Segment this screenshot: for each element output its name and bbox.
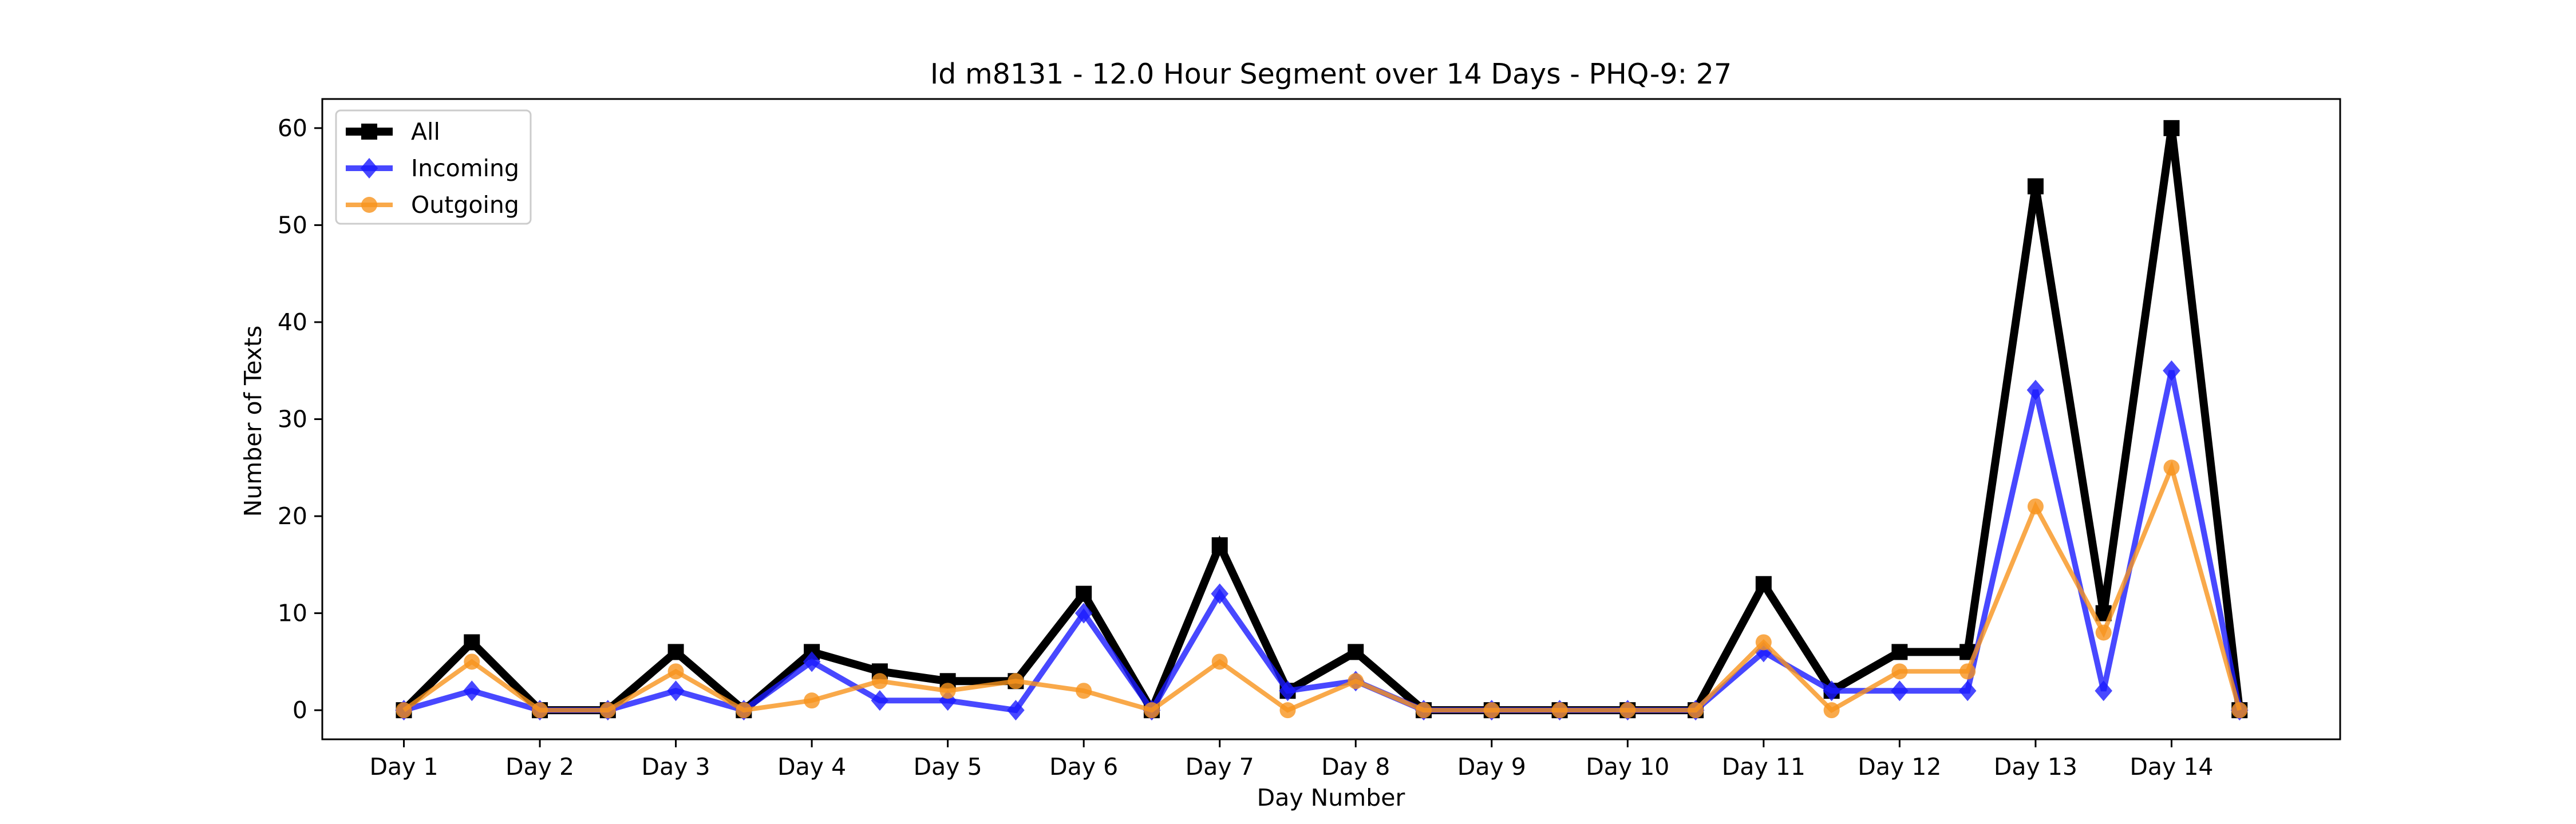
- x-tick-label: Day 13: [1994, 753, 2077, 781]
- data-point-outgoing: [2027, 498, 2044, 515]
- x-tick-label: Day 12: [1858, 753, 1941, 781]
- y-tick-label: 30: [278, 406, 307, 433]
- legend-marker-outgoing: [361, 197, 377, 213]
- data-point-all: [2027, 178, 2044, 195]
- data-point-outgoing: [599, 702, 616, 719]
- x-tick-label: Day 6: [1049, 753, 1118, 781]
- legend-marker-incoming: [360, 158, 378, 179]
- x-tick-label: Day 8: [1321, 753, 1390, 781]
- legend-label-incoming: Incoming: [411, 154, 519, 182]
- x-tick-label: Day 4: [777, 753, 846, 781]
- data-point-outgoing: [736, 702, 752, 719]
- data-point-outgoing: [871, 673, 888, 690]
- data-point-all: [1891, 644, 1908, 660]
- data-point-incoming: [1823, 680, 1840, 702]
- data-point-outgoing: [1823, 702, 1840, 719]
- x-axis-label: Day Number: [1257, 784, 1405, 811]
- series-line-outgoing: [402, 461, 2242, 714]
- data-point-incoming: [1211, 583, 1229, 604]
- data-point-outgoing: [1076, 683, 1092, 699]
- data-point-outgoing: [1008, 673, 1024, 690]
- data-point-outgoing: [2095, 624, 2112, 641]
- data-point-incoming: [1958, 680, 1977, 702]
- chart-title: Id m8131 - 12.0 Hour Segment over 14 Day…: [930, 58, 1732, 90]
- legend-label-outgoing: Outgoing: [411, 191, 519, 219]
- data-point-incoming: [871, 690, 889, 711]
- x-tick-label: Day 11: [1722, 753, 1805, 781]
- data-point-incoming: [1074, 603, 1093, 624]
- data-point-all: [667, 644, 684, 660]
- data-point-outgoing: [1348, 673, 1364, 690]
- data-point-incoming: [1891, 680, 1909, 702]
- data-point-incoming: [1007, 700, 1025, 721]
- data-point-all: [1076, 585, 1092, 602]
- data-point-incoming: [2026, 379, 2045, 401]
- data-point-incoming: [667, 680, 685, 702]
- series-line-incoming: [403, 370, 2243, 716]
- data-point-outgoing: [2231, 702, 2248, 719]
- data-point-outgoing: [1416, 702, 1432, 719]
- data-point-outgoing: [1279, 702, 1296, 719]
- data-point-incoming: [463, 680, 481, 702]
- data-point-outgoing: [1143, 702, 1160, 719]
- data-point-outgoing: [667, 663, 684, 680]
- y-tick-label: 60: [278, 114, 307, 142]
- series-line-all: [401, 127, 2244, 719]
- legend-frame: [335, 109, 532, 225]
- data-point-outgoing: [1483, 702, 1500, 719]
- data-point-outgoing: [396, 702, 412, 719]
- data-point-incoming: [2163, 360, 2180, 381]
- data-point-incoming: [1755, 641, 1773, 663]
- legend-marker-all: [361, 124, 377, 140]
- data-point-incoming: [1279, 680, 1297, 702]
- data-point-all: [1755, 576, 1772, 592]
- x-tick-label: Day 1: [369, 753, 438, 781]
- y-axis-label: Number of Texts: [239, 326, 267, 517]
- plot-area: 0 10 20 30 40 50 60 Day 1 Day 2 Day 3 Day 4 Day 5 Da…: [278, 98, 2341, 781]
- data-point-outgoing: [2163, 459, 2180, 476]
- x-tick-label: Day 3: [642, 753, 710, 781]
- data-point-outgoing: [1551, 702, 1568, 719]
- data-point-outgoing: [464, 653, 480, 670]
- legend-label-all: All: [411, 118, 440, 145]
- data-point-incoming: [2095, 680, 2112, 702]
- x-tick-label: Day 9: [1457, 753, 1526, 781]
- data-point-all: [464, 634, 480, 651]
- data-point-outgoing: [1688, 702, 1704, 719]
- data-point-all: [2163, 120, 2180, 136]
- x-tick-label: Day 5: [914, 753, 982, 781]
- x-tick-label: Day 10: [1586, 753, 1669, 781]
- y-tick-label: 20: [278, 502, 307, 530]
- x-tick-label: Day 2: [505, 753, 574, 781]
- data-point-outgoing: [1211, 653, 1228, 670]
- data-point-all: [1211, 537, 1228, 553]
- legend: All Incoming Outgoing: [335, 109, 532, 225]
- y-tick-label: 0: [293, 696, 307, 724]
- y-tick-label: 10: [278, 600, 307, 627]
- data-point-outgoing: [1619, 702, 1636, 719]
- data-point-all: [1348, 644, 1364, 660]
- data-point-outgoing: [1959, 663, 1976, 680]
- data-point-outgoing: [1755, 634, 1772, 651]
- data-point-outgoing: [1891, 663, 1908, 680]
- x-tick-label: Day 14: [2129, 753, 2213, 781]
- data-point-outgoing: [804, 692, 820, 709]
- y-tick-label: 50: [278, 211, 307, 239]
- data-point-outgoing: [532, 702, 548, 719]
- data-point-outgoing: [939, 683, 956, 699]
- y-tick-label: 40: [278, 308, 307, 336]
- data-point-incoming: [803, 651, 821, 672]
- plot-frame: [321, 98, 2341, 740]
- x-tick-label: Day 7: [1186, 753, 1254, 781]
